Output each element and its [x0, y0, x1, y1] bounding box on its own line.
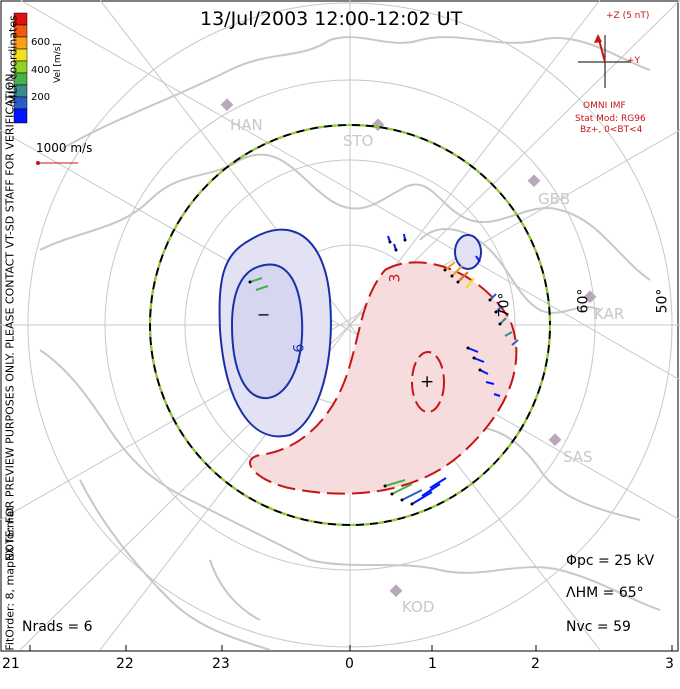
reference-vector — [36, 161, 78, 165]
hm-boundary-dash — [149, 124, 551, 526]
station-sas: SAS — [563, 448, 593, 466]
positive-cell-maximum-marker: + — [420, 372, 435, 392]
page-title: 13/Jul/2003 12:00-12:02 UT — [200, 8, 463, 30]
mlt-tick-1: 1 — [428, 656, 437, 672]
colorbar-tick-400: 400 — [31, 65, 51, 76]
imf-source: OMNI IMF — [583, 101, 626, 111]
small-negative-cell — [454, 234, 482, 270]
plot-frame — [0, 0, 679, 652]
colorbar-tick-200: 200 — [31, 92, 51, 103]
colorbar — [13, 12, 28, 124]
imf-z-label: +Z (5 nT) — [606, 11, 650, 21]
negative-contour-label: −6 — [291, 343, 308, 365]
positive-potential-cell — [249, 261, 518, 495]
station-kar: KAR — [594, 305, 625, 323]
negative-cell-minimum-marker: − — [257, 305, 271, 324]
reference-vector-label: 1000 m/s — [36, 141, 93, 155]
mlt-tick-21: 21 — [2, 656, 20, 672]
mlt-coordinates-label: MLT coordinates — [6, 15, 20, 104]
stat-phi-pc: Φpc = 25 kV — [566, 553, 655, 569]
latitude-label-50: 50° — [654, 288, 671, 314]
latitude-label-70: 70° — [496, 292, 513, 318]
imf-y-label: +Y — [627, 56, 641, 66]
station-han: HAN — [230, 116, 263, 134]
latitude-label-60: 60° — [575, 288, 592, 314]
negative-inner-contour — [230, 263, 304, 400]
colorbar-tick-600: 600 — [31, 37, 51, 48]
convection-map — [0, 0, 680, 652]
station-kod: KOD — [402, 598, 435, 616]
stat-n-rads: Nrads = 6 — [22, 619, 93, 635]
stat-n-vc: Nvc = 59 — [566, 619, 631, 635]
mlt-tick-22: 22 — [116, 656, 134, 672]
grid — [0, 0, 680, 651]
coastlines — [39, 36, 661, 651]
stat-model: Stat Mod: RG96 — [575, 114, 646, 124]
mlt-tick-3: 3 — [665, 656, 674, 672]
station-sto: STO — [343, 132, 374, 150]
vector-origins — [248, 238, 502, 506]
imf-dial — [578, 34, 630, 88]
colorbar-label: Vel [m/s] — [53, 43, 63, 83]
positive-inner-contour — [411, 351, 445, 413]
stat-lambda-hm: ΛHM = 65° — [566, 585, 644, 601]
stat-model-condition: Bz+, 0<BT<4 — [580, 125, 643, 135]
x-axis-ticks — [29, 645, 673, 651]
mlt-tick-2: 2 — [531, 656, 540, 672]
mlt-tick-23: 23 — [212, 656, 230, 672]
mlt-tick-0: 0 — [345, 656, 354, 672]
positive-contour-label: 3 — [387, 273, 404, 283]
station-gbb: GBB — [538, 190, 571, 208]
